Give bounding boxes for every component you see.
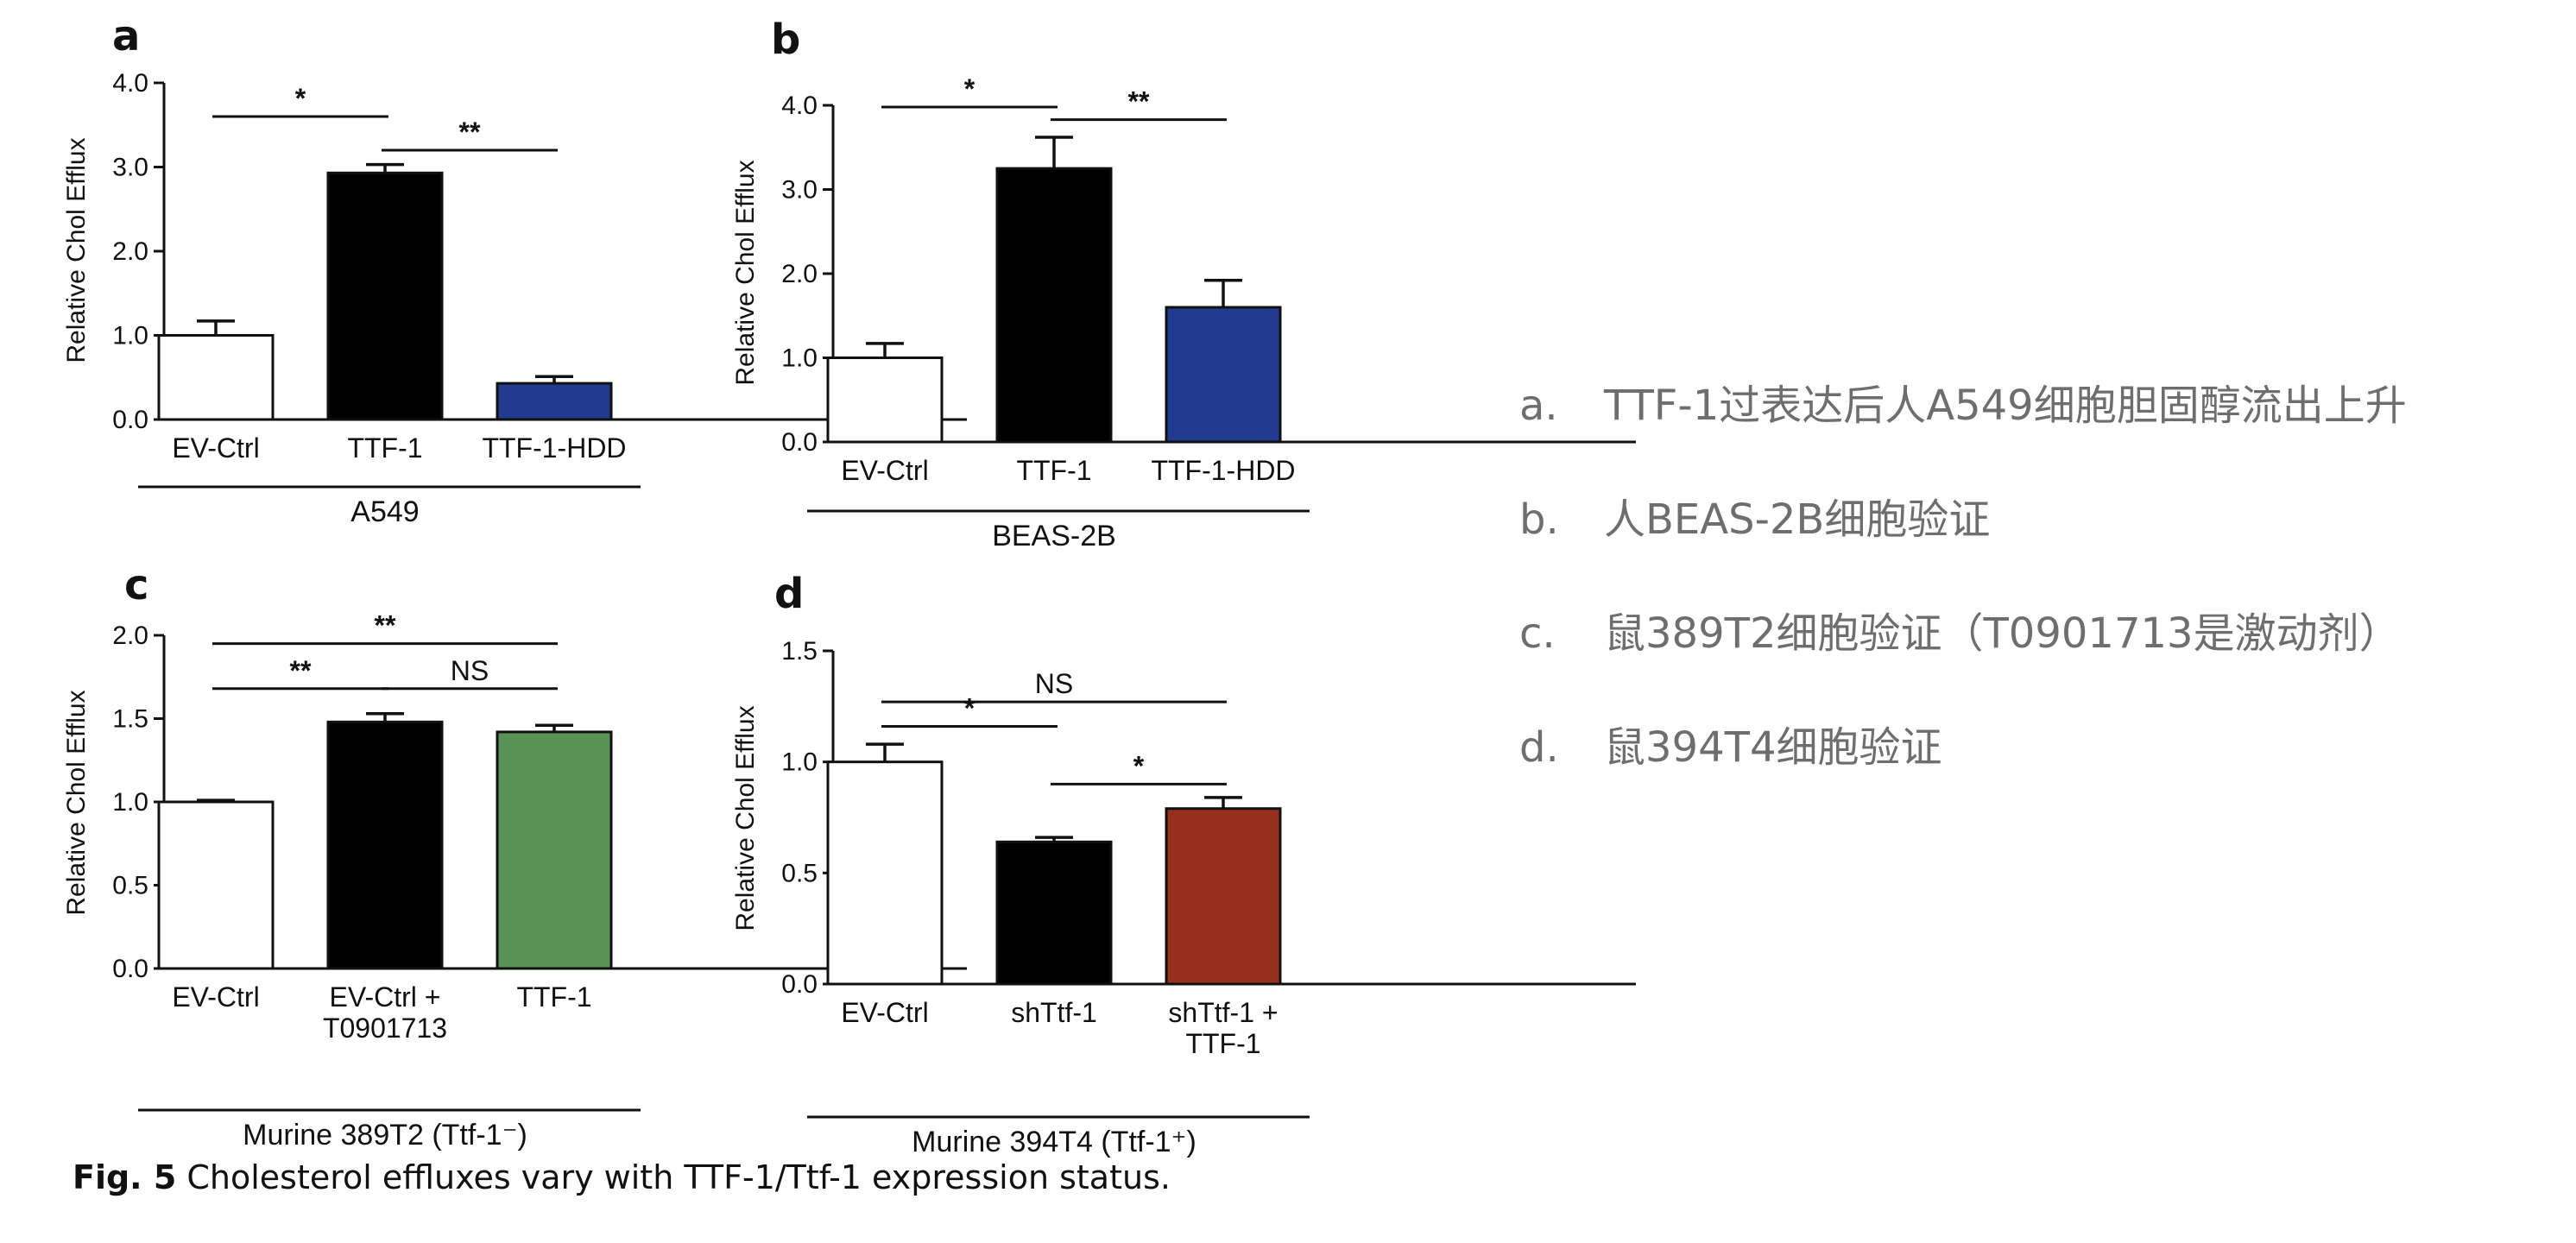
x-tick-label: TTF-1-HDD — [1151, 455, 1295, 486]
x-tick-label: EV-Ctrl — [172, 981, 259, 1013]
x-tick-label: TTF-1 — [347, 432, 422, 464]
note-item-c: c. 鼠389T2细胞验证（T0901713是激动剂） — [1519, 599, 2555, 713]
y-axis-label: Relative Chol Efflux — [62, 690, 91, 915]
chart-plot: Relative Chol Efflux 0.0 1.0 2.0 3.0 4.0 EV-Ct… — [62, 69, 967, 528]
chart-plot: Relative Chol Efflux 0.0 0.5 1.0 1.5 2.0 EV-Ct… — [62, 610, 967, 1152]
note-text: TTF-1过表达后人A549细胞胆固醇流出上升 — [1604, 382, 2407, 430]
figure-number: Fig. 5 — [73, 1158, 177, 1196]
bar — [496, 382, 613, 421]
chart-panel-d: d Relative Chol Efflux 0.0 0.5 1.0 1.5 EV-Ctr… — [731, 570, 1636, 1158]
note-item-a: a. TTF-1过表达后人A549细胞胆固醇流出上升 — [1519, 371, 2555, 485]
y-tick-label: 0.0 — [112, 406, 148, 434]
x-tick-label: EV-Ctrl — [172, 432, 259, 464]
caption-text: Cholesterol effluxes vary with TTF-1/Ttf… — [176, 1158, 1171, 1196]
y-tick-label: 0.5 — [112, 872, 148, 900]
bar — [496, 730, 613, 970]
bar — [326, 720, 444, 970]
bar — [995, 840, 1113, 986]
bar — [157, 800, 275, 970]
bar — [1165, 807, 1282, 986]
y-tick-label: 1.0 — [781, 748, 818, 777]
group-label: BEAS-2B — [992, 520, 1116, 552]
y-axis-label: Relative Chol Efflux — [62, 137, 91, 363]
panel-letter-b: b — [771, 16, 800, 64]
chart-panel-b: b Relative Chol Efflux 0.0 1.0 2.0 3.0 4.0 EV-… — [731, 16, 1636, 552]
y-tick-label: 1.0 — [112, 322, 148, 350]
x-tick-label: EV-Ctrl — [841, 455, 928, 486]
y-axis-label: Relative Chol Efflux — [731, 705, 760, 931]
bar — [826, 760, 944, 986]
y-tick-label: 0.5 — [781, 859, 818, 887]
note-item-d: d. 鼠394T4细胞验证 — [1519, 713, 2555, 827]
y-tick-label: 1.0 — [781, 344, 818, 373]
y-tick-label: 1.5 — [112, 705, 148, 734]
x-tick-label: shTtf-1 — [1011, 997, 1097, 1028]
y-tick-label: 0.0 — [112, 955, 148, 983]
note-letter: a. — [1519, 382, 1558, 430]
note-letter: d. — [1519, 723, 1559, 772]
significance-label: * — [964, 692, 975, 723]
x-tick-label: EV-Ctrl — [841, 997, 928, 1028]
group-label: Murine 389T2 (Ttf-1⁻) — [243, 1119, 527, 1152]
y-tick-label: 1.0 — [112, 788, 148, 817]
panel-letter-c: c — [124, 561, 148, 609]
y-tick-label: 0.0 — [781, 428, 818, 457]
x-tick-label: TTF-1-HDD — [482, 432, 626, 464]
significance-label: * — [1133, 750, 1145, 781]
chart-panel-a: a Relative Chol Efflux 0.0 1.0 2.0 3.0 4.0 EV-… — [62, 12, 967, 528]
note-text: 人BEAS-2B细胞验证 — [1604, 495, 1991, 544]
y-tick-label: 2.0 — [112, 237, 148, 266]
note-item-b: b. 人BEAS-2B细胞验证 — [1519, 485, 2555, 599]
y-tick-label: 3.0 — [781, 176, 818, 205]
group-label: A549 — [350, 495, 419, 528]
bar — [157, 334, 275, 421]
significance-label: * — [964, 73, 975, 104]
significance-label: NS — [451, 655, 489, 686]
x-tick-label: T0901713 — [323, 1013, 447, 1044]
significance-label: ** — [459, 117, 481, 148]
bar — [826, 356, 944, 444]
note-text: 鼠394T4细胞验证 — [1604, 723, 1942, 772]
x-tick-label: TTF-1 — [1185, 1028, 1260, 1059]
bar — [995, 167, 1113, 444]
y-tick-label: 0.0 — [781, 970, 818, 999]
notes-list: a. TTF-1过表达后人A549细胞胆固醇流出上升 b. 人BEAS-2B细胞… — [1519, 371, 2555, 827]
panel-letter-a: a — [112, 12, 140, 60]
group-label: Murine 394T4 (Ttf-1⁺) — [912, 1126, 1196, 1158]
x-tick-label: EV-Ctrl + — [330, 981, 441, 1013]
chart-plot: Relative Chol Efflux 0.0 0.5 1.0 1.5 EV-Ctrl s… — [731, 637, 1636, 1158]
note-letter: b. — [1519, 495, 1559, 544]
chart-plot: Relative Chol Efflux 0.0 1.0 2.0 3.0 4.0 EV-Ct… — [731, 73, 1636, 552]
significance-label: ** — [375, 610, 396, 641]
bar — [1165, 306, 1282, 444]
y-tick-label: 4.0 — [112, 69, 148, 98]
y-tick-label: 2.0 — [781, 260, 818, 288]
y-tick-label: 3.0 — [112, 154, 148, 182]
x-tick-label: TTF-1 — [1016, 455, 1091, 486]
y-tick-label: 1.5 — [781, 637, 818, 666]
panel-letter-d: d — [774, 570, 804, 618]
x-tick-label: TTF-1 — [516, 981, 591, 1013]
significance-label: * — [295, 83, 306, 114]
significance-label: ** — [1128, 86, 1150, 117]
x-tick-label: shTtf-1 + — [1168, 997, 1278, 1028]
chart-panel-c: c Relative Chol Efflux 0.0 0.5 1.0 1.5 2.0 EV-… — [62, 561, 967, 1152]
significance-label: NS — [1035, 668, 1073, 699]
figure-caption: Fig. 5 Cholesterol effluxes vary with TT… — [73, 1158, 1171, 1196]
y-tick-label: 2.0 — [112, 622, 148, 650]
note-text: 鼠389T2细胞验证（T0901713是激动剂） — [1604, 609, 2401, 658]
y-tick-label: 4.0 — [781, 91, 818, 120]
note-letter: c. — [1519, 609, 1556, 658]
significance-label: ** — [290, 655, 312, 686]
bar — [326, 171, 444, 421]
y-axis-label: Relative Chol Efflux — [731, 160, 760, 385]
